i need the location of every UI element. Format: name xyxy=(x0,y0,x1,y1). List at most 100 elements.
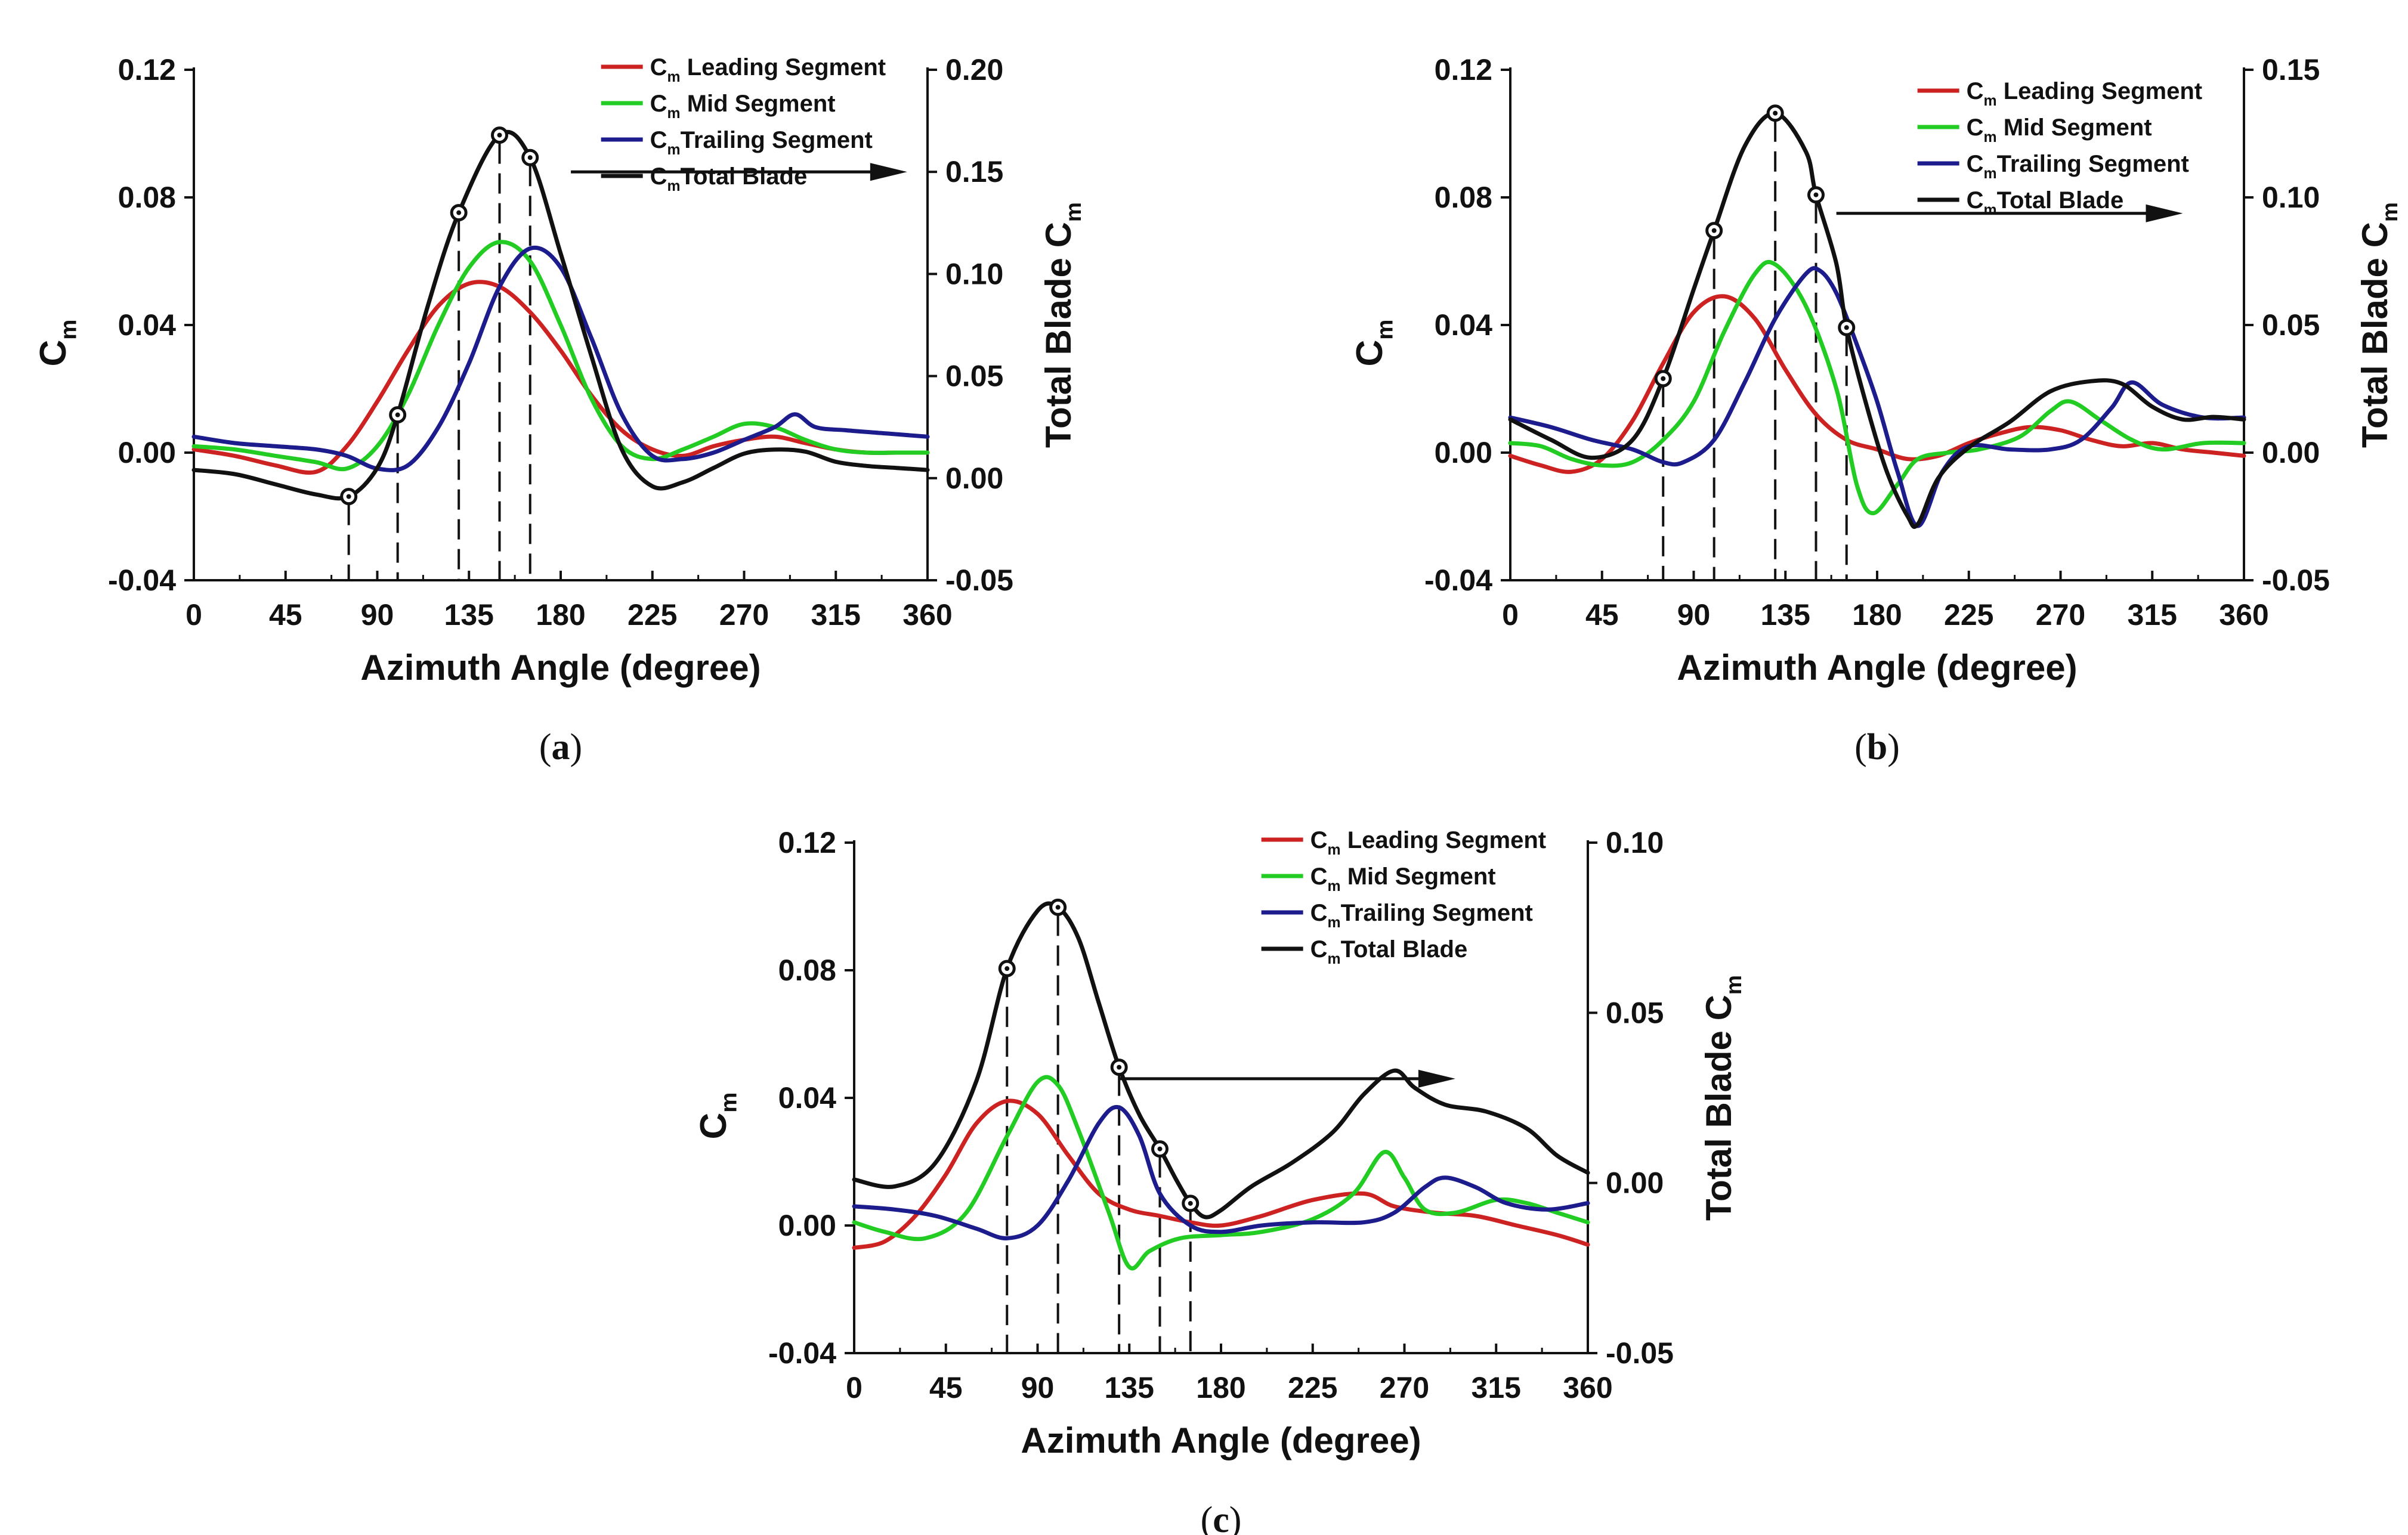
legend-label-trailing-sub: m xyxy=(667,142,681,158)
y2-tick-label: 0.00 xyxy=(945,462,1003,495)
legend-label-leading-after: Leading Segment xyxy=(1341,827,1547,853)
total-marker-dot xyxy=(1773,110,1778,116)
legend-label-mid: Cm Mid Segment xyxy=(1967,114,2152,146)
series-line-trailing xyxy=(1508,266,2246,528)
legend-label-leading-after: Leading Segment xyxy=(1997,78,2203,104)
x-tick-label: 135 xyxy=(1761,598,1810,632)
y2-axis-title-main: Total Blade C xyxy=(1699,995,1739,1221)
caption-paren-open: ( xyxy=(1854,727,1867,768)
x-tick-label: 0 xyxy=(186,598,202,632)
legend-label-mid-main: C xyxy=(1967,114,1984,141)
legend-label-leading-after: Leading Segment xyxy=(681,54,886,81)
panel-a: 0 45 90 135 180 225 270 315 360 -0.04 0.00 0.04 0.08… xyxy=(33,53,1086,768)
legend-label-total-sub: m xyxy=(1984,202,1997,218)
legend-label-total-main: C xyxy=(650,163,667,190)
legend-label-mid-sub: m xyxy=(1328,878,1341,895)
legend-label-trailing-main: C xyxy=(1967,151,1984,177)
y-axis-title-main: C xyxy=(33,340,74,367)
y-tick-label: -0.04 xyxy=(108,564,176,597)
legend-label-total-main: C xyxy=(1310,936,1328,963)
x-tick-label: 135 xyxy=(1105,1371,1154,1404)
series-line-trailing xyxy=(852,1104,1590,1240)
total-marker-dot xyxy=(1661,376,1666,381)
legend-label-trailing-sub: m xyxy=(1984,166,1997,182)
x-tick-label: 45 xyxy=(929,1371,963,1404)
y-axis-title-main: C xyxy=(1349,340,1390,367)
y2-tick-label: 0.00 xyxy=(1606,1166,1664,1200)
series-line-mid xyxy=(1508,259,2246,516)
total-marker-dot xyxy=(1188,1200,1193,1206)
x-axis-title: Azimuth Angle (degree) xyxy=(1021,1421,1421,1460)
x-tick-label: 360 xyxy=(902,598,952,632)
x-tick-label: 180 xyxy=(1196,1371,1245,1404)
series-line-leading xyxy=(1508,294,2246,474)
legend-label-trailing: CmTrailing Segment xyxy=(1310,900,1533,931)
legend-label-total-sub: m xyxy=(1328,951,1341,967)
legend-label-trailing-sub: m xyxy=(1328,915,1341,931)
caption-paren-close: ) xyxy=(1887,727,1900,768)
legend-label-trailing: CmTrailing Segment xyxy=(1967,151,2189,182)
legend-label-total: CmTotal Blade xyxy=(1967,187,2124,218)
y2-tick-label: -0.05 xyxy=(1606,1336,1674,1370)
series-line-trailing xyxy=(191,245,930,472)
caption-paren-open: ( xyxy=(539,727,552,768)
y-tick-label: 0.12 xyxy=(118,53,176,86)
x-tick-label: 90 xyxy=(1677,598,1711,632)
legend-label-total-after: Total Blade xyxy=(1341,936,1468,963)
y2-tick-label: 0.10 xyxy=(2262,181,2320,214)
caption-letter: a xyxy=(552,727,570,768)
legend-label-mid: Cm Mid Segment xyxy=(1310,864,1496,895)
legend-label-trailing-after: Trailing Segment xyxy=(1341,900,1533,926)
panel-b: 0 45 90 135 180 225 270 315 360 -0.04 0.00 0.04 0.08… xyxy=(1349,53,2402,768)
y2-axis-title-main: Total Blade C xyxy=(2355,222,2395,448)
y-axis-title-sub: m xyxy=(55,320,81,340)
caption-paren-open: ( xyxy=(1201,1500,1213,1535)
y-tick-label: 0.04 xyxy=(1435,308,1493,342)
axes xyxy=(1509,67,2245,581)
legend-label-trailing-main: C xyxy=(1310,900,1328,926)
legend-label-mid-after: Mid Segment xyxy=(1997,114,2152,141)
y2-axis-title: Total Blade Cm xyxy=(1699,975,1746,1221)
legend-label-total-main: C xyxy=(1967,187,1984,213)
y-axis-title: Cm xyxy=(1349,320,1398,367)
axis-arrow-head xyxy=(2146,204,2183,222)
series-line-total xyxy=(852,901,1590,1220)
x-tick-label: 270 xyxy=(719,598,769,632)
y2-tick-label: 0.20 xyxy=(945,53,1003,86)
legend-label-trailing-after: Trailing Segment xyxy=(1997,151,2189,177)
axis-arrow-head xyxy=(1418,1069,1455,1088)
total-marker-dot xyxy=(1813,192,1819,197)
y-tick-label: -0.04 xyxy=(768,1336,836,1370)
caption-letter: b xyxy=(1867,727,1887,768)
x-tick-label: 270 xyxy=(1380,1371,1429,1404)
legend-label-leading-main: C xyxy=(1967,78,1984,104)
x-tick-label: 360 xyxy=(2219,598,2268,632)
x-tick-label: 315 xyxy=(811,598,861,632)
legend-label-mid-after: Mid Segment xyxy=(1341,864,1496,890)
y2-tick-label: -0.05 xyxy=(945,564,1013,597)
x-tick-label: 180 xyxy=(1852,598,1902,632)
x-tick-label: 225 xyxy=(1944,598,1993,632)
total-marker-dot xyxy=(1711,228,1717,233)
x-tick-label: 360 xyxy=(1563,1371,1612,1404)
legend-label-leading-main: C xyxy=(650,54,667,81)
y-tick-label: -0.04 xyxy=(1424,564,1492,597)
total-marker-dot xyxy=(1844,325,1849,330)
y-tick-label: 0.04 xyxy=(778,1081,837,1115)
y-axis-title: Cm xyxy=(693,1093,741,1140)
series-line-total xyxy=(1508,111,2246,529)
x-tick-label: 90 xyxy=(361,598,394,632)
series-line-mid xyxy=(852,1075,1590,1271)
total-marker-dot xyxy=(395,412,400,417)
legend-label-total-after: Total Blade xyxy=(1997,187,2124,213)
y2-axis-title-sub: m xyxy=(1721,975,1746,995)
legend-label-mid-after: Mid Segment xyxy=(681,91,836,117)
caption-letter: c xyxy=(1213,1500,1229,1535)
y-axis-title-sub: m xyxy=(716,1093,741,1113)
total-marker-dot xyxy=(527,155,533,160)
x-tick-label: 315 xyxy=(2128,598,2177,632)
legend-label-total-after: Total Blade xyxy=(681,163,808,190)
